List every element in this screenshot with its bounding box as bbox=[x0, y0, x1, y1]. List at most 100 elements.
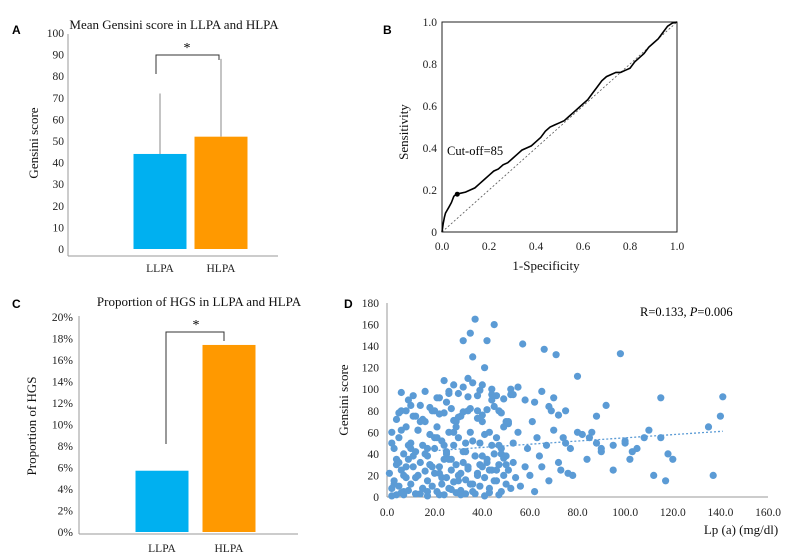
scatter-point bbox=[704, 423, 713, 431]
scatter-point bbox=[404, 441, 412, 449]
x-tick-llpa-a: LLPA bbox=[146, 263, 174, 275]
scatter-point bbox=[423, 477, 432, 485]
scatter-point bbox=[388, 439, 396, 447]
scatter-point bbox=[490, 477, 498, 485]
scatter-point bbox=[535, 452, 544, 460]
scatter-point bbox=[445, 389, 453, 398]
scatter-point bbox=[538, 463, 546, 471]
scatter-point bbox=[412, 474, 420, 482]
scatter-point bbox=[476, 461, 484, 469]
scatter-point bbox=[426, 403, 434, 412]
scatter-point bbox=[421, 467, 429, 475]
chart-title-c: Proportion of HGS in LLPA and HLPA bbox=[97, 294, 302, 309]
x-tick-label-d: 60.0 bbox=[520, 507, 540, 519]
scatter-point bbox=[459, 458, 467, 467]
panel-label-b: B bbox=[383, 23, 392, 37]
y-tick-label-a: 60 bbox=[53, 114, 65, 126]
scatter-point bbox=[502, 461, 510, 469]
scatter-point bbox=[514, 383, 522, 391]
scatter-point bbox=[442, 398, 451, 406]
scatter-point bbox=[573, 372, 582, 380]
x-tick-hlpa-c: HLPA bbox=[215, 543, 245, 555]
scatter-point bbox=[447, 466, 455, 474]
y-tick-label-c: 18% bbox=[52, 334, 74, 346]
y-tick-label-c: 2% bbox=[58, 506, 74, 518]
scatter-point bbox=[616, 350, 625, 358]
y-tick-label-a: 70 bbox=[53, 93, 65, 105]
significance-star-c: * bbox=[193, 318, 200, 333]
y-tick-label-b: 0.6 bbox=[423, 101, 438, 113]
scatter-point bbox=[628, 448, 636, 456]
scatter-point bbox=[640, 434, 648, 442]
scatter-point bbox=[433, 423, 441, 431]
scatter-point bbox=[592, 412, 601, 420]
scatter-point bbox=[490, 450, 498, 458]
scatter-point bbox=[447, 455, 455, 463]
scatter-point bbox=[645, 426, 653, 434]
scatter-point bbox=[414, 426, 422, 434]
y-tick-label-b: 0.8 bbox=[423, 59, 438, 71]
scatter-point bbox=[409, 463, 417, 471]
scatter-point bbox=[440, 491, 448, 499]
scatter-point bbox=[545, 402, 553, 411]
scatter-point bbox=[481, 430, 489, 439]
scatter-point bbox=[469, 353, 477, 361]
roc-curve-b bbox=[441, 21, 678, 233]
y-tick-label-d: 0 bbox=[373, 492, 379, 504]
scatter-point bbox=[442, 448, 451, 456]
scatter-point bbox=[476, 386, 484, 394]
scatter-point bbox=[502, 480, 510, 488]
scatter-point bbox=[511, 474, 520, 482]
scatter-point bbox=[419, 415, 427, 423]
panel-label-a: A bbox=[12, 23, 21, 37]
bar-hlpa-a bbox=[194, 136, 248, 249]
scatter-point bbox=[431, 444, 439, 453]
scatter-point bbox=[388, 492, 396, 500]
scatter-point bbox=[457, 491, 465, 499]
p-symbol-d: P bbox=[689, 305, 698, 319]
scatter-point bbox=[450, 428, 458, 436]
y-tick-label-c: 20% bbox=[52, 312, 74, 324]
scatter-point bbox=[492, 466, 501, 474]
scatter-point bbox=[626, 455, 634, 463]
significance-bracket-a bbox=[155, 54, 220, 74]
scatter-point bbox=[392, 415, 401, 423]
scatter-points-d bbox=[385, 315, 727, 500]
y-axis-label-a: Gensini score bbox=[26, 107, 41, 178]
scatter-point bbox=[609, 441, 617, 449]
scatter-point bbox=[473, 471, 482, 479]
y-tick-label-b: 0 bbox=[431, 227, 437, 239]
scatter-point bbox=[440, 377, 448, 385]
scatter-point bbox=[435, 463, 443, 471]
y-tick-label-d: 180 bbox=[362, 298, 380, 310]
y-tick-label-d: 80 bbox=[368, 406, 380, 418]
y-tick-label-b: 0.4 bbox=[423, 143, 438, 155]
x-tick-label-d: 140.0 bbox=[707, 507, 733, 519]
x-tick-label-b: 1.0 bbox=[670, 241, 685, 253]
scatter-point bbox=[507, 385, 515, 393]
y-tick-label-d: 60 bbox=[368, 427, 380, 439]
panel-c: C Proportion of HGS in LLPA and HLPA Pro… bbox=[12, 294, 302, 555]
y-tick-label-c: 6% bbox=[58, 463, 74, 475]
scatter-point bbox=[545, 477, 553, 485]
scatter-point bbox=[450, 416, 458, 425]
scatter-point bbox=[409, 452, 417, 460]
y-tick-label-a: 20 bbox=[53, 201, 65, 213]
scatter-point bbox=[459, 383, 467, 391]
scatter-point bbox=[397, 426, 405, 434]
y-tick-label-d: 40 bbox=[368, 449, 380, 461]
cutoff-point-b bbox=[454, 191, 460, 197]
scatter-point bbox=[395, 409, 403, 417]
scatter-point bbox=[516, 482, 525, 490]
scatter-point bbox=[597, 444, 605, 453]
panel-label-c: C bbox=[12, 297, 21, 311]
scatter-point bbox=[476, 482, 484, 490]
x-tick-label-d: 40.0 bbox=[472, 507, 492, 519]
scatter-point bbox=[473, 414, 482, 422]
y-tick-labels-b: 0 0.2 0.4 0.6 0.8 1.0 bbox=[423, 17, 438, 239]
scatter-point bbox=[457, 469, 465, 477]
scatter-point bbox=[504, 466, 512, 474]
scatter-point bbox=[473, 407, 482, 415]
scatter-point bbox=[466, 405, 474, 413]
y-axis-label-b: Sensitivity bbox=[396, 104, 411, 160]
